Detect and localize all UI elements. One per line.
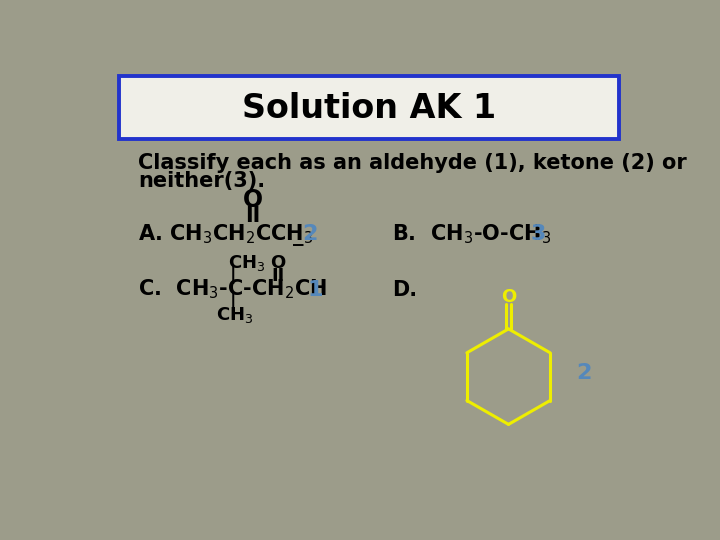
Text: D.: D. [392,280,418,300]
Text: Classify each as an aldehyde (1), ketone (2) or: Classify each as an aldehyde (1), ketone… [138,153,687,173]
Text: CH$_3$: CH$_3$ [215,305,253,325]
Text: neither(3).: neither(3). [138,171,265,191]
Text: A. CH$_3$CH$_2$CCH$_3$: A. CH$_3$CH$_2$CCH$_3$ [138,222,313,246]
Text: |: | [230,293,236,311]
FancyBboxPatch shape [120,76,618,139]
Text: O: O [501,288,516,306]
Text: II: II [245,206,261,226]
Text: C.  CH$_3$-C-CH$_2$CH: C. CH$_3$-C-CH$_2$CH [138,278,327,301]
Text: _: _ [293,226,304,246]
Text: II: II [271,267,284,285]
Text: 2: 2 [577,363,592,383]
Text: O: O [270,254,285,273]
Text: 2: 2 [302,224,318,244]
Text: CH$_3$: CH$_3$ [228,253,266,273]
Text: Solution AK 1: Solution AK 1 [242,92,496,125]
Text: 1: 1 [307,280,323,300]
Text: 3: 3 [530,224,546,244]
Text: B.  CH$_3$-O-CH$_3$: B. CH$_3$-O-CH$_3$ [392,222,552,246]
Text: |: | [230,266,236,284]
Text: O: O [243,188,263,212]
